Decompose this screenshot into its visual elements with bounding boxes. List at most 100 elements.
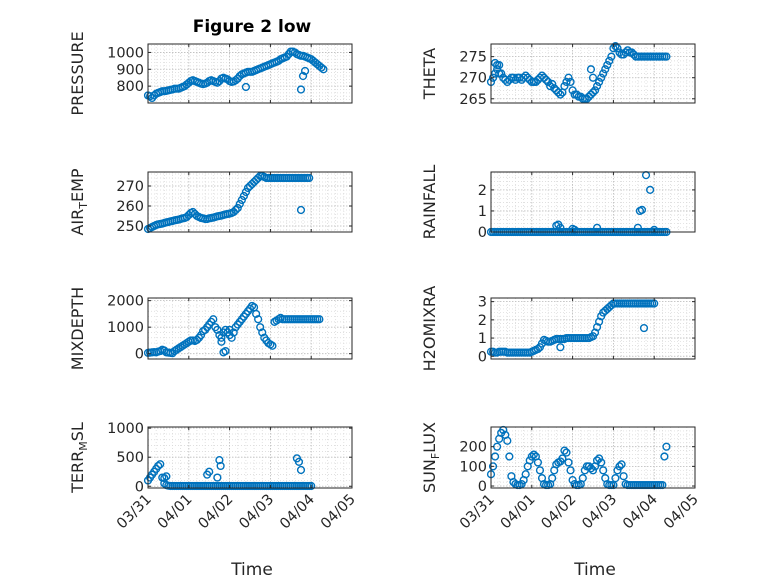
data-point xyxy=(533,344,543,354)
data-point xyxy=(205,467,214,476)
data-point xyxy=(613,44,622,53)
data-point xyxy=(215,456,224,465)
y-tick-label: 0 xyxy=(478,349,487,365)
data-point xyxy=(154,461,163,471)
figure-title: Figure 2 low xyxy=(193,17,312,37)
x-tick-label: 04/01 xyxy=(155,492,196,533)
data-point xyxy=(646,185,655,194)
data-point xyxy=(296,205,306,215)
subplot-terr_msl: 0 500 1000 03/31 04/01 04/02 04/03 04/04 04/05 TE… xyxy=(68,421,359,532)
data-point xyxy=(529,450,538,459)
x-tick-label: 04/02 xyxy=(196,492,237,533)
subplot-air_temp: 250 260 270 AIRTEMP xyxy=(68,168,353,236)
data-point xyxy=(627,48,636,57)
x-tick-label: 04/05 xyxy=(661,492,702,533)
data-point xyxy=(595,77,604,87)
data-point xyxy=(592,456,602,465)
y-tick-label: 100 xyxy=(459,459,487,475)
data-point xyxy=(554,88,563,97)
x-tick-label: 04/03 xyxy=(579,492,620,533)
x-tick-label: 03/31 xyxy=(457,492,498,533)
y-axis-label-sub: M xyxy=(77,441,90,451)
subplot-rainfall: 0 1 2 RAINFALL xyxy=(420,165,696,241)
data-point xyxy=(633,223,642,232)
subplot-h2omixra: 0 1 2 3 H2OMIXRA xyxy=(420,286,696,371)
data-point xyxy=(225,325,234,334)
data-point xyxy=(307,481,316,491)
data-point xyxy=(239,191,248,201)
data-point xyxy=(160,474,169,483)
data-point xyxy=(556,90,565,99)
axes-box xyxy=(490,297,696,360)
data-point xyxy=(637,205,647,214)
data-point xyxy=(582,94,591,103)
data-point xyxy=(597,458,606,467)
y-axis-label: TERRMSL xyxy=(68,422,90,494)
data-point xyxy=(217,333,226,342)
y-axis-label: PRESSURE xyxy=(68,31,87,115)
y-tick-label: 265 xyxy=(459,92,487,108)
data-point xyxy=(241,187,251,197)
data-point xyxy=(586,464,596,473)
subplot-sun_flux: 0 100 200 03/31 04/01 04/02 04/03 04/04 04/05 SUN… xyxy=(420,422,702,532)
y-axis-label-main: TERR xyxy=(68,451,87,494)
data-point xyxy=(294,457,304,466)
axes-box xyxy=(147,171,353,233)
data-point xyxy=(546,82,555,91)
data-point xyxy=(488,73,498,82)
data-point xyxy=(521,470,530,479)
data-point xyxy=(523,73,532,82)
data-point xyxy=(231,205,240,215)
y-tick-label: 200 xyxy=(459,440,487,456)
y-tick-label: 1000 xyxy=(107,421,144,437)
data-point xyxy=(290,48,299,57)
data-point xyxy=(590,86,600,95)
data-point xyxy=(488,462,498,471)
y-tick-label: 0 xyxy=(135,479,144,495)
data-point xyxy=(315,315,324,324)
data-point xyxy=(564,458,573,467)
data-point xyxy=(216,461,225,471)
data-point xyxy=(607,52,616,61)
data-point xyxy=(578,474,587,483)
data-point xyxy=(213,473,222,482)
y-tick-label: 2 xyxy=(478,183,487,199)
data-point xyxy=(588,466,598,475)
data-point xyxy=(588,88,598,97)
y-tick-label: 3 xyxy=(478,295,487,311)
data-point xyxy=(252,309,261,319)
data-point xyxy=(162,472,171,481)
data-point xyxy=(588,73,598,82)
data-point xyxy=(209,315,218,324)
data-point xyxy=(296,465,306,475)
data-point xyxy=(564,73,573,82)
data-point xyxy=(662,52,671,61)
data-point xyxy=(227,333,236,342)
data-point xyxy=(603,60,612,70)
y-tick-label: 800 xyxy=(116,79,144,95)
y-axis-label-sub: F xyxy=(429,453,442,459)
data-point xyxy=(192,335,202,345)
data-point xyxy=(296,85,306,94)
x-tick-label: 04/02 xyxy=(539,492,580,533)
data-point xyxy=(305,173,314,183)
data-point xyxy=(490,452,500,461)
data-point xyxy=(562,77,571,87)
y-tick-label: 250 xyxy=(116,219,144,235)
y-tick-label: 1 xyxy=(478,204,487,220)
y-axis-label: MIXDEPTH xyxy=(68,287,87,370)
data-point xyxy=(235,199,244,209)
data-point xyxy=(562,448,571,457)
data-point xyxy=(605,56,614,65)
y-axis-label: SUNFLUX xyxy=(420,422,442,493)
data-point xyxy=(568,476,577,485)
data-point xyxy=(217,337,226,346)
y-tick-label: 2 xyxy=(478,313,487,329)
data-point xyxy=(566,77,575,87)
subplot-theta: 265 270 275 THETA xyxy=(420,42,696,108)
data-point xyxy=(660,452,669,461)
y-tick-label: 270 xyxy=(459,71,487,87)
